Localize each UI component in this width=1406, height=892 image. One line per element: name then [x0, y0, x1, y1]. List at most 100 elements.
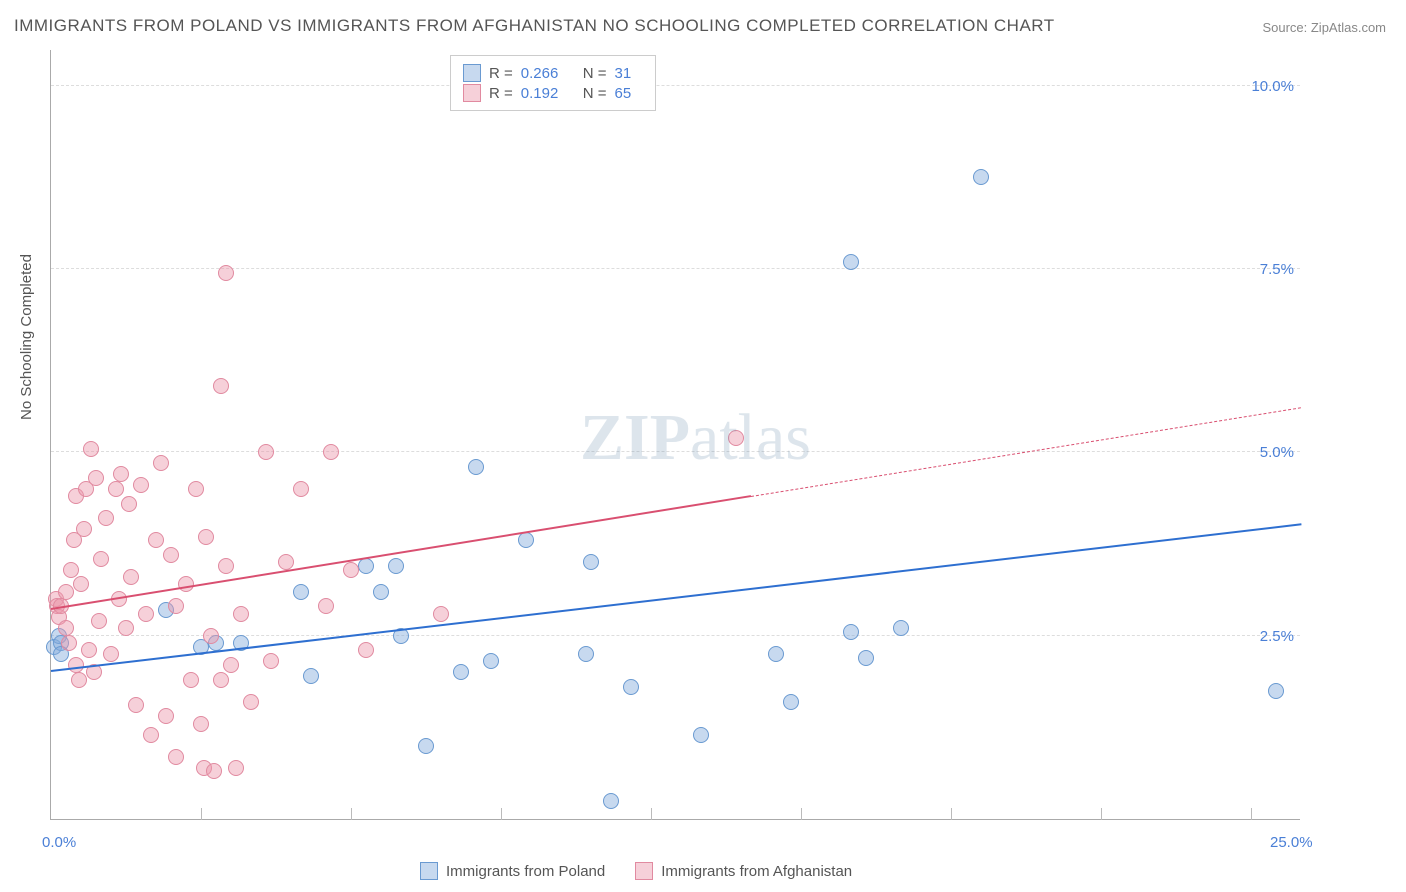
data-point: [133, 477, 149, 493]
r-value: 0.192: [521, 85, 567, 102]
legend-swatch: [463, 64, 481, 82]
data-point: [843, 254, 859, 270]
data-point: [183, 672, 199, 688]
data-point: [168, 749, 184, 765]
data-point: [81, 642, 97, 658]
data-point: [153, 455, 169, 471]
data-point: [243, 694, 259, 710]
y-axis-label: No Schooling Completed: [18, 254, 35, 420]
data-point: [583, 554, 599, 570]
data-point: [63, 562, 79, 578]
data-point: [218, 558, 234, 574]
data-point: [188, 481, 204, 497]
n-value: 65: [615, 85, 643, 102]
gridline-vertical: [501, 808, 502, 820]
data-point: [228, 760, 244, 776]
data-point: [418, 738, 434, 754]
data-point: [58, 584, 74, 600]
data-point: [768, 646, 784, 662]
n-label: N =: [583, 65, 607, 82]
data-point: [98, 510, 114, 526]
data-point: [278, 554, 294, 570]
data-point: [858, 650, 874, 666]
data-point: [433, 606, 449, 622]
data-point: [843, 624, 859, 640]
data-point: [93, 551, 109, 567]
data-point: [83, 441, 99, 457]
gridline-vertical: [201, 808, 202, 820]
data-point: [783, 694, 799, 710]
data-point: [218, 265, 234, 281]
data-point: [108, 481, 124, 497]
data-point: [263, 653, 279, 669]
data-point: [88, 470, 104, 486]
legend-item: Immigrants from Poland: [420, 862, 605, 880]
r-label: R =: [489, 65, 513, 82]
r-value: 0.266: [521, 65, 567, 82]
source-text: Source: ZipAtlas.com: [1262, 20, 1386, 35]
gridline-vertical: [1251, 808, 1252, 820]
data-point: [293, 481, 309, 497]
gridline-vertical: [801, 808, 802, 820]
gridline-horizontal: [51, 268, 1300, 269]
data-point: [58, 620, 74, 636]
y-tick-label: 5.0%: [1260, 444, 1294, 461]
gridline-vertical: [651, 808, 652, 820]
n-value: 31: [615, 65, 643, 82]
data-point: [128, 697, 144, 713]
chart-title: IMMIGRANTS FROM POLAND VS IMMIGRANTS FRO…: [14, 16, 1055, 36]
data-point: [163, 547, 179, 563]
legend-item-label: Immigrants from Afghanistan: [661, 863, 852, 880]
data-point: [388, 558, 404, 574]
data-point: [343, 562, 359, 578]
x-tick-label: 25.0%: [1270, 834, 1313, 851]
y-tick-label: 7.5%: [1260, 261, 1294, 278]
data-point: [318, 598, 334, 614]
data-point: [973, 169, 989, 185]
gridline-vertical: [1101, 808, 1102, 820]
data-point: [71, 672, 87, 688]
legend-swatch: [463, 84, 481, 102]
legend-series: Immigrants from Poland Immigrants from Af…: [420, 862, 852, 880]
trend-line: [51, 495, 751, 610]
data-point: [1268, 683, 1284, 699]
data-point: [73, 576, 89, 592]
gridline-vertical: [351, 808, 352, 820]
legend-swatch: [635, 862, 653, 880]
data-point: [258, 444, 274, 460]
data-point: [143, 727, 159, 743]
y-tick-label: 2.5%: [1260, 628, 1294, 645]
data-point: [373, 584, 389, 600]
data-point: [76, 521, 92, 537]
data-point: [358, 558, 374, 574]
data-point: [483, 653, 499, 669]
data-point: [578, 646, 594, 662]
data-point: [323, 444, 339, 460]
data-point: [103, 646, 119, 662]
data-point: [148, 532, 164, 548]
data-point: [518, 532, 534, 548]
data-point: [358, 642, 374, 658]
data-point: [206, 763, 222, 779]
data-point: [138, 606, 154, 622]
data-point: [168, 598, 184, 614]
data-point: [158, 708, 174, 724]
data-point: [213, 378, 229, 394]
data-point: [121, 496, 137, 512]
data-point: [233, 606, 249, 622]
data-point: [693, 727, 709, 743]
data-point: [123, 569, 139, 585]
data-point: [223, 657, 239, 673]
data-point: [68, 657, 84, 673]
data-point: [198, 529, 214, 545]
legend-correlation: R =0.266N =31R =0.192N =65: [450, 55, 656, 111]
legend-row: R =0.192N =65: [463, 84, 643, 102]
legend-item: Immigrants from Afghanistan: [635, 862, 852, 880]
gridline-vertical: [951, 808, 952, 820]
gridline-horizontal: [51, 451, 1300, 452]
data-point: [193, 716, 209, 732]
y-tick-label: 10.0%: [1251, 78, 1294, 95]
x-tick-label: 0.0%: [42, 834, 76, 851]
data-point: [203, 628, 219, 644]
n-label: N =: [583, 85, 607, 102]
